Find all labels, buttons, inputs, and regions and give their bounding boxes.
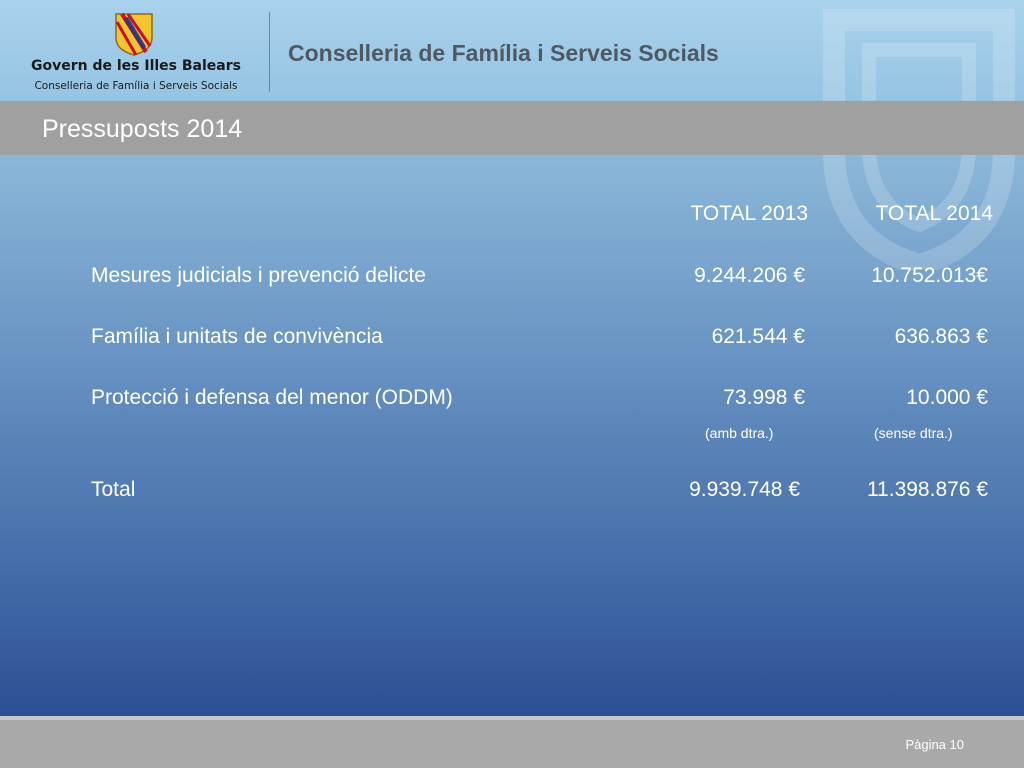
row-value-2014: 10.752.013€ <box>871 264 988 287</box>
row-value-2014: 636.863 € <box>894 325 988 348</box>
government-logo: Govern de les Illes Balears Conselleria … <box>20 8 252 96</box>
footer-divider <box>0 716 1024 720</box>
row-label: Família i unitats de convivència <box>91 325 383 348</box>
slide-title: Pressuposts 2014 <box>42 115 243 143</box>
footer-bar <box>0 716 1024 768</box>
row-value-2013: 73.998 € <box>723 386 805 409</box>
logo-subtitle: Conselleria de Família i Serveis Socials <box>34 80 238 92</box>
page-number: Pàgina 10 <box>905 737 964 752</box>
row-value-2014: 10.000 € <box>906 386 988 409</box>
row-value-2013: 9.244.206 € <box>694 264 805 287</box>
row-note-2014: (sense dtra.) <box>874 425 953 441</box>
coat-of-arms-watermark <box>823 9 1015 270</box>
department-title: Conselleria de Família i Serveis Socials <box>288 40 719 66</box>
row-value-2013: 621.544 € <box>711 325 805 348</box>
coat-of-arms-icon <box>115 12 153 56</box>
row-label: Mesures judicials i prevenció delicte <box>91 264 426 287</box>
logo-title: Govern de les Illes Balears <box>31 58 241 74</box>
slide-header <box>0 0 1024 100</box>
row-label: Protecció i defensa del menor (ODDM) <box>91 386 453 409</box>
total-value-2014: 11.398.876 € <box>866 478 988 501</box>
total-label: Total <box>91 478 136 501</box>
title-bar <box>0 101 1024 155</box>
column-header-2013: TOTAL 2013 <box>690 202 808 225</box>
header-divider <box>269 12 270 92</box>
column-header-2014: TOTAL 2014 <box>875 202 993 225</box>
row-note-2013: (amb dtra.) <box>705 425 774 441</box>
total-value-2013: 9.939.748 € <box>689 478 800 501</box>
